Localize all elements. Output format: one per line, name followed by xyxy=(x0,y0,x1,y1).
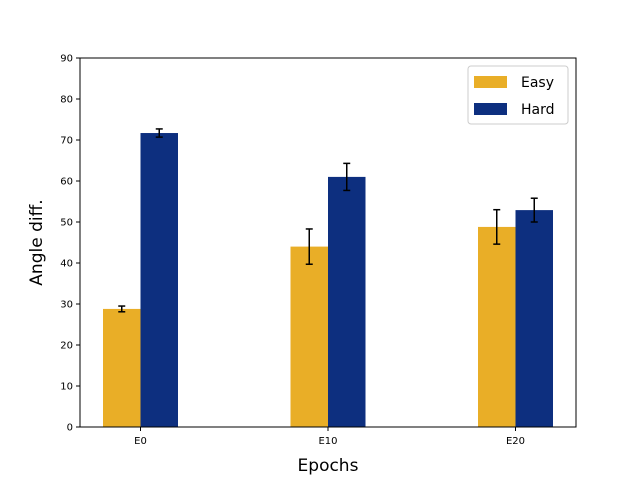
x-axis: E0 E10 E20 xyxy=(134,427,525,447)
y-tick-label: 50 xyxy=(60,218,73,229)
errorbar-hard-e20 xyxy=(530,197,538,223)
legend-label-hard: Hard xyxy=(521,102,555,118)
x-tick-label-e0: E0 xyxy=(134,436,147,447)
bar-easy-e0 xyxy=(103,308,141,427)
legend-swatch-easy xyxy=(474,76,507,88)
errorbar-easy-e10 xyxy=(305,228,313,265)
y-tick-label: 20 xyxy=(60,341,73,352)
errorbars-layer xyxy=(118,128,538,313)
errorbar-easy-e20 xyxy=(493,208,501,245)
bar-hard-e10 xyxy=(328,176,366,427)
y-tick-label: 30 xyxy=(60,300,73,311)
y-tick-label: 90 xyxy=(60,54,73,65)
y-tick-label: 60 xyxy=(60,177,73,188)
legend: Easy Hard xyxy=(467,65,569,125)
y-axis: 0 10 20 30 40 50 60 70 80 90 xyxy=(60,54,80,434)
legend-item-hard: Hard xyxy=(474,102,555,118)
legend-label-easy: Easy xyxy=(521,75,554,91)
bar-easy-e20 xyxy=(478,226,516,427)
bar-hard-e0 xyxy=(140,133,178,427)
x-tick-label-e20: E20 xyxy=(506,436,525,447)
x-tick-label-e10: E10 xyxy=(318,436,337,447)
x-axis-title: Epochs xyxy=(298,456,359,476)
y-tick-label: 0 xyxy=(67,423,73,434)
y-tick-label: 80 xyxy=(60,95,73,106)
bar-easy-e10 xyxy=(290,246,328,427)
bar-hard-e20 xyxy=(515,210,553,427)
bars-layer xyxy=(103,133,553,427)
legend-item-easy: Easy xyxy=(474,75,554,91)
errorbar-easy-e0 xyxy=(118,305,126,313)
errorbar-hard-e10 xyxy=(343,162,351,192)
legend-swatch-hard xyxy=(474,103,507,115)
y-tick-label: 10 xyxy=(60,382,73,393)
errorbar-hard-e0 xyxy=(155,128,163,138)
y-tick-label: 70 xyxy=(60,136,73,147)
y-tick-label: 40 xyxy=(60,259,73,270)
y-axis-title: Angle diff. xyxy=(27,199,47,285)
